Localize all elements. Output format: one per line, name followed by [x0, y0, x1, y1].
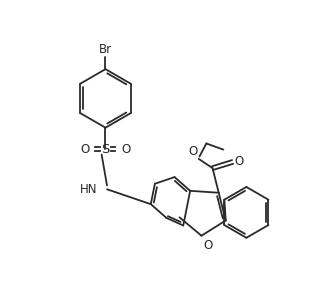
Text: O: O [203, 239, 212, 252]
Text: O: O [122, 143, 131, 156]
Text: O: O [189, 145, 198, 158]
Text: S: S [101, 143, 110, 156]
Text: HN: HN [80, 183, 98, 196]
Text: Br: Br [99, 43, 112, 56]
Text: O: O [80, 143, 89, 156]
Text: O: O [234, 155, 243, 168]
